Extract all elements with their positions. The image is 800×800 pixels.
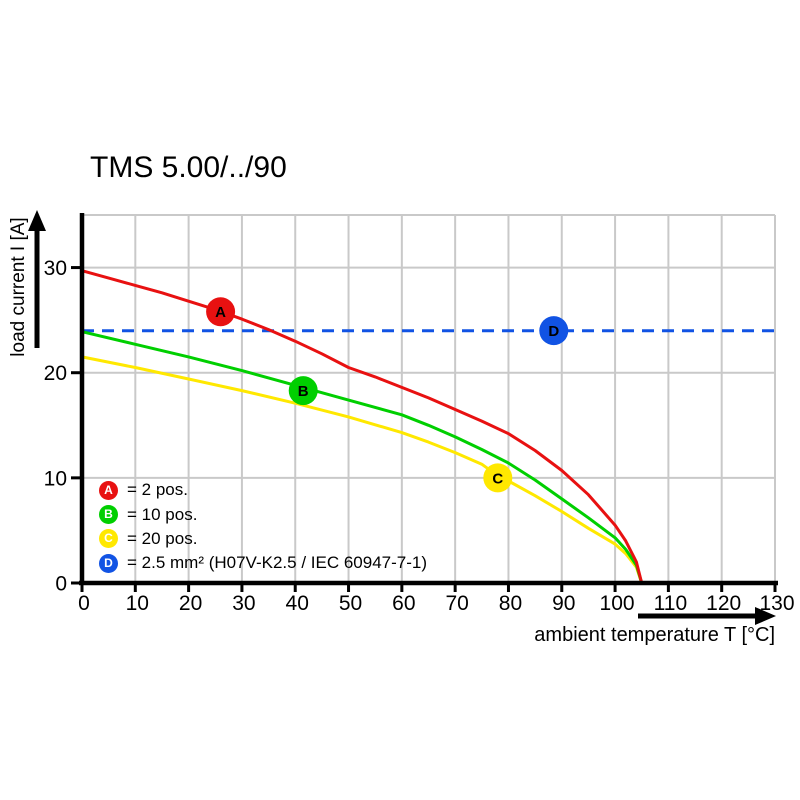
marker-d-letter: D (548, 323, 559, 340)
series-a-curve (81, 269, 644, 584)
x-tick-label: 90 (552, 592, 575, 615)
legend: A = 2 pos. B = 10 pos. C = 20 pos. D = 2… (99, 478, 427, 576)
x-tick-label: 100 (600, 592, 635, 615)
marker-c: C (483, 463, 513, 493)
legend-item-b: B = 10 pos. (99, 502, 427, 526)
marker-b-letter: B (298, 383, 309, 400)
legend-label-d: = 2.5 mm² (H07V-K2.5 / IEC 60947-7-1) (127, 553, 427, 573)
marker-b: B (288, 376, 318, 406)
legend-item-a: A = 2 pos. (99, 478, 427, 502)
x-tick-label: 0 (78, 592, 90, 615)
x-tick-label: 110 (654, 592, 687, 615)
marker-c-circle-icon (483, 463, 513, 493)
y-axis-arrowhead-icon (28, 210, 46, 231)
legend-dot-a-icon: A (99, 480, 118, 500)
series-c-curve (81, 355, 644, 584)
legend-item-c: C = 20 pos. (99, 527, 427, 551)
x-tick-label: 10 (126, 592, 149, 615)
y-tick-label: 0 (55, 573, 67, 596)
series-b-curve (81, 330, 644, 584)
marker-b-circle-icon (288, 376, 318, 406)
marker-a: A (206, 297, 236, 327)
x-tick-label: 80 (499, 592, 522, 615)
x-tick-label: 30 (232, 592, 255, 615)
marker-d-circle-icon (539, 316, 569, 346)
legend-label-b: = 10 pos. (127, 504, 198, 524)
x-tick-label: 70 (445, 592, 468, 615)
marker-d: D (539, 316, 569, 346)
x-axis-arrowhead-icon (755, 607, 776, 625)
legend-label-c: = 20 pos. (127, 528, 198, 548)
x-tick-label: 120 (706, 592, 741, 615)
x-axis-label: ambient temperature T [°C] (534, 624, 775, 646)
legend-item-d: D = 2.5 mm² (H07V-K2.5 / IEC 60947-7-1) (99, 551, 427, 575)
x-tick-label: 130 (759, 592, 794, 615)
marker-a-circle-icon (206, 297, 236, 327)
marker-a-letter: A (215, 304, 226, 321)
x-tick-label: 60 (392, 592, 415, 615)
legend-dot-c-icon: C (99, 529, 118, 549)
x-tick-label: 20 (179, 592, 202, 615)
y-tick-label: 10 (44, 467, 67, 490)
legend-dot-d-icon: D (99, 553, 118, 573)
marker-c-letter: C (492, 470, 503, 487)
chart-title: TMS 5.00/../90 (90, 151, 287, 184)
y-tick-label: 30 (44, 257, 67, 280)
y-tick-label: 20 (44, 362, 67, 385)
x-tick-label: 40 (286, 592, 309, 615)
legend-label-a: = 2 pos. (127, 480, 188, 500)
x-tick-label: 50 (339, 592, 362, 615)
legend-dot-b-icon: B (99, 505, 118, 525)
